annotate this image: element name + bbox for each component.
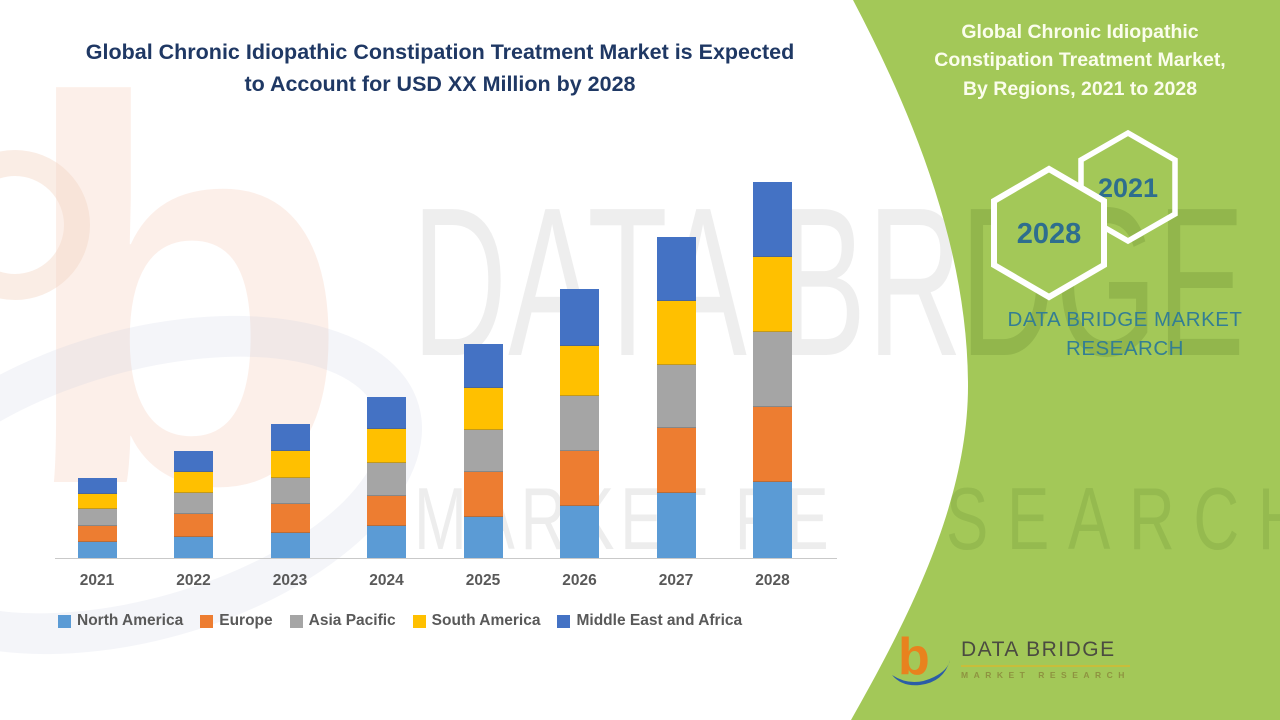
legend-label: Europe xyxy=(219,612,273,629)
footer-tagline-text: MARKET RESEARCH xyxy=(961,670,1130,680)
brand-name: DATA BRIDGE MARKET RESEARCH xyxy=(958,306,1280,363)
hexagon-2028 xyxy=(991,165,1107,301)
bar-2028 xyxy=(753,182,792,558)
bar-segment-2025-asia-pacific xyxy=(463,430,503,472)
bar-segment-2028-north-america xyxy=(753,482,792,558)
hexagon-2021-label: 2021 xyxy=(1098,173,1158,203)
legend-swatch xyxy=(412,614,426,628)
bar-segment-2023-south-america xyxy=(270,451,310,478)
bar-segment-2021-asia-pacific xyxy=(77,509,117,526)
bar-segment-2022-middle-east-and-africa xyxy=(174,451,213,472)
chart-legend: North America Europe Asia Pacific South Ame… xyxy=(58,612,742,630)
bar-2025 xyxy=(463,344,503,558)
bar-2026 xyxy=(560,289,599,558)
bar-segment-2028-middle-east-and-africa xyxy=(753,182,792,257)
x-axis-label-2023: 2023 xyxy=(272,572,308,589)
x-axis-label-2022: 2022 xyxy=(176,572,211,589)
bar-segment-2025-europe xyxy=(463,472,503,517)
bar-segment-2023-europe xyxy=(270,504,310,533)
data-bridge-logo-icon: b xyxy=(892,630,950,686)
bar-segment-2023-middle-east-and-africa xyxy=(270,424,310,451)
footer-logo: b DATA BRIDGE MARKET RESEARCH xyxy=(890,630,1130,688)
bar-segment-2028-asia-pacific xyxy=(753,332,792,407)
bar-segment-2027-south-america xyxy=(656,301,696,365)
bar-segment-2022-south-america xyxy=(174,472,213,493)
legend-swatch xyxy=(200,614,214,628)
bar-segment-2026-asia-pacific xyxy=(560,396,599,451)
legend-item-south-america: South America xyxy=(412,612,541,630)
bar-segment-2024-asia-pacific xyxy=(367,463,406,496)
bar-2023 xyxy=(270,424,310,558)
legend-swatch xyxy=(58,614,71,628)
bar-segment-2022-north-america xyxy=(174,537,213,558)
bar-segment-2026-europe xyxy=(560,451,599,506)
bar-segment-2023-asia-pacific xyxy=(270,478,310,504)
bar-segment-2023-north-america xyxy=(270,533,310,558)
x-axis-label-2027: 2027 xyxy=(658,572,694,589)
legend-label: Middle East and Africa xyxy=(576,612,743,629)
x-axis-label-2021: 2021 xyxy=(79,572,115,589)
bar-segment-2021-middle-east-and-africa xyxy=(77,478,117,494)
stacked-bar-chart xyxy=(55,170,837,559)
chart-title-line2: to Account for USD XX Million by 2028 xyxy=(244,72,636,97)
bar-segment-2028-europe xyxy=(753,407,792,482)
bar-segment-2027-north-america xyxy=(656,493,696,558)
bar-segment-2025-south-america xyxy=(463,388,503,430)
bar-segment-2024-middle-east-and-africa xyxy=(367,397,406,429)
brand-name-line1: DATA BRIDGE MARKET xyxy=(1007,308,1243,331)
bar-2027 xyxy=(656,237,696,558)
bar-segment-2024-south-america xyxy=(367,429,406,463)
brand-name-line2: RESEARCH xyxy=(1066,336,1184,360)
bar-segment-2027-europe xyxy=(656,428,696,493)
legend-item-asia-pacific: Asia Pacific xyxy=(289,612,396,630)
hexagon-2028-label: 2028 xyxy=(1017,218,1082,250)
side-panel-title-line1: Global Chronic Idiopathic xyxy=(961,21,1199,43)
hexagon-2021 xyxy=(1078,129,1178,245)
bar-segment-2021-north-america xyxy=(77,542,117,558)
bar-segment-2028-south-america xyxy=(753,257,792,332)
bar-2021 xyxy=(77,478,117,558)
bar-segment-2025-middle-east-and-africa xyxy=(463,344,503,388)
chart-title-line1: Global Chronic Idiopathic Constipation T… xyxy=(85,40,795,64)
legend-label: Asia Pacific xyxy=(308,612,396,629)
legend-item-north-america: North America xyxy=(58,612,183,630)
legend-swatch xyxy=(289,614,303,628)
x-axis-label-2025: 2025 xyxy=(465,572,501,589)
footer-brand-text: DATA BRIDGE xyxy=(961,638,1130,667)
bar-segment-2027-middle-east-and-africa xyxy=(656,237,696,301)
side-panel-title: Global Chronic Idiopathic Constipation T… xyxy=(898,18,1262,103)
chart-title: Global Chronic Idiopathic Constipation T… xyxy=(40,36,840,101)
bar-segment-2021-south-america xyxy=(77,494,117,509)
bar-2022 xyxy=(174,451,213,558)
side-panel-title-line2: Constipation Treatment Market, xyxy=(934,49,1226,72)
x-axis-label-2026: 2026 xyxy=(562,572,597,589)
bar-segment-2026-middle-east-and-africa xyxy=(560,289,599,346)
bar-segment-2026-north-america xyxy=(560,506,599,558)
footer-logo-text: DATA BRIDGE MARKET RESEARCH xyxy=(961,638,1130,680)
bar-segment-2021-europe xyxy=(77,526,117,542)
bar-segment-2022-asia-pacific xyxy=(174,493,213,514)
legend-item-middle-east-and-africa: Middle East and Africa xyxy=(557,612,742,630)
x-axis-label-2028: 2028 xyxy=(755,572,790,589)
bar-segment-2024-north-america xyxy=(367,526,406,558)
legend-item-europe: Europe xyxy=(200,612,273,630)
bar-segment-2024-europe xyxy=(367,496,406,526)
x-axis-line xyxy=(55,558,837,559)
legend-label: South America xyxy=(431,612,541,629)
logo-swoosh xyxy=(892,660,950,686)
bar-segment-2022-europe xyxy=(174,514,213,537)
legend-label: North America xyxy=(77,612,184,629)
bar-segment-2027-asia-pacific xyxy=(656,365,696,428)
bar-segment-2025-north-america xyxy=(463,517,503,558)
logo-b-glyph: b xyxy=(898,630,930,686)
bar-2024 xyxy=(367,397,406,558)
side-panel-title-line3: By Regions, 2021 to 2028 xyxy=(962,77,1198,100)
bar-segment-2026-south-america xyxy=(560,346,599,396)
legend-swatch xyxy=(557,614,571,628)
x-axis-label-2024: 2024 xyxy=(369,572,404,589)
